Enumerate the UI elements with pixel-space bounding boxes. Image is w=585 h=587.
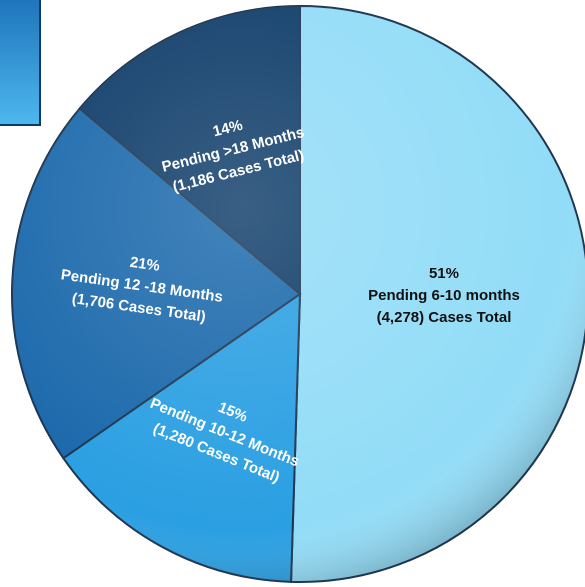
slice-category: Pending 6-10 months <box>368 287 520 304</box>
side-box <box>0 0 41 126</box>
slice-percent: 21% <box>129 254 161 275</box>
slice-label: 51% Pending 6-10 months (4,278) Cases Tota… <box>368 265 520 326</box>
slice-percent: 14% <box>211 117 244 141</box>
slice-percent: 51% <box>429 265 459 282</box>
slice-detail: (4,278) Cases Total <box>377 309 512 326</box>
